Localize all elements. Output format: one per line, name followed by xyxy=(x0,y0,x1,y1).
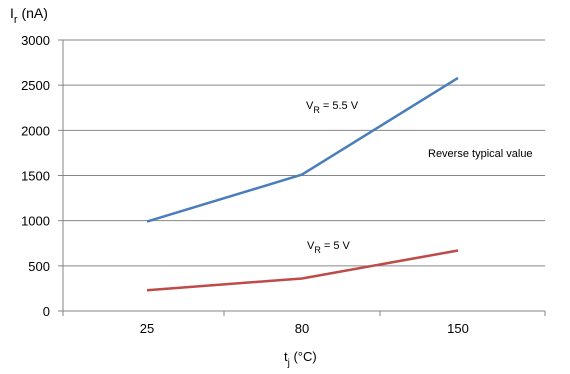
x-axis-label-unit: (°C) xyxy=(290,349,317,364)
x-tick-label: 80 xyxy=(295,321,309,336)
series-lines xyxy=(146,76,459,292)
y-axis-label-main: I xyxy=(10,5,14,21)
y-tick-label: 500 xyxy=(28,259,50,274)
x-tick-label: 25 xyxy=(140,321,154,336)
y-tick-label: 2000 xyxy=(21,123,50,138)
series-label-vr-5: VR = 5 V xyxy=(307,240,351,255)
series-label-rest: = 5 V xyxy=(321,240,351,252)
series-label-main: V xyxy=(306,100,314,112)
series-label-sub: R xyxy=(314,245,321,255)
grid-lines xyxy=(63,39,545,267)
y-tick-label: 0 xyxy=(43,304,50,319)
x-axis-label-main: t xyxy=(284,349,288,364)
annotation-text: Reverse typical value xyxy=(428,148,533,160)
y-axis-label-unit: (nA) xyxy=(18,5,48,21)
y-tick-label: 1500 xyxy=(21,169,50,184)
y-tick-labels: 0 500 1000 1500 2000 2500 3000 xyxy=(21,33,50,319)
series-line-0 xyxy=(146,76,459,223)
x-axis-label: tj (°C) xyxy=(284,349,317,369)
series-label-vr-5-5: VR = 5.5 V xyxy=(306,100,359,115)
y-tick-label: 1000 xyxy=(21,214,50,229)
y-tick-label: 3000 xyxy=(21,33,50,48)
x-axis-label-sub: j xyxy=(287,358,290,369)
y-axis-label: Ir (nA) xyxy=(10,5,48,26)
series-line-1 xyxy=(146,249,459,292)
axes xyxy=(58,39,546,316)
series-label-main: V xyxy=(307,240,315,252)
y-axis-label-sub: r xyxy=(14,14,18,26)
x-tick-label: 150 xyxy=(447,321,469,336)
series-label-rest: = 5.5 V xyxy=(320,100,359,112)
x-tick-labels: 25 80 150 xyxy=(140,321,469,336)
y-tick-label: 2500 xyxy=(21,78,50,93)
series-label-sub: R xyxy=(313,105,320,115)
